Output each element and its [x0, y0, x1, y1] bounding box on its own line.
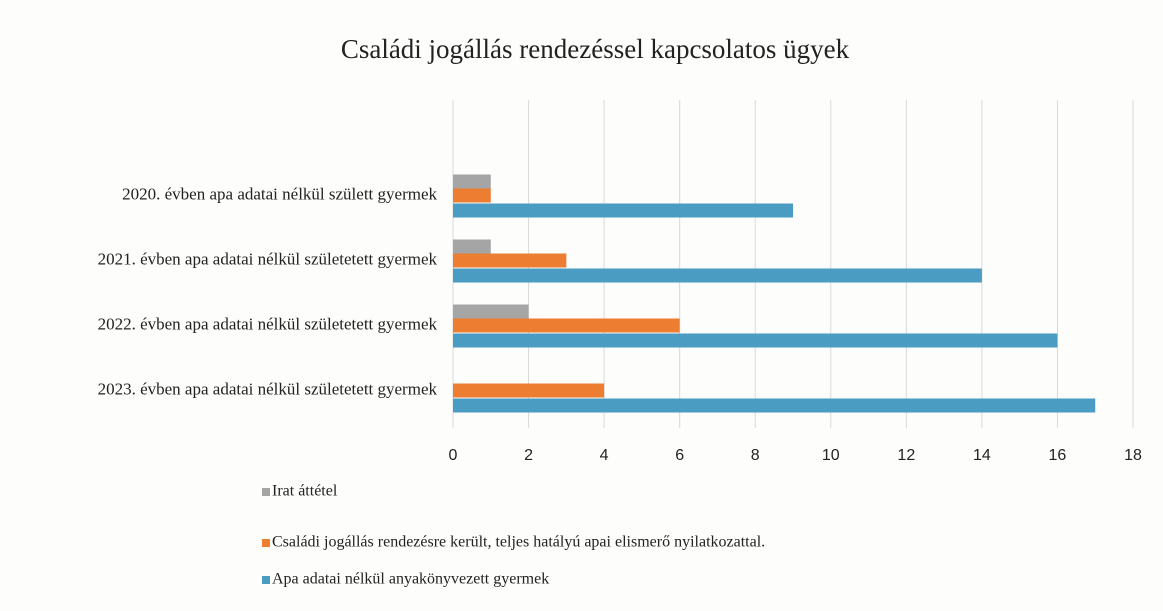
chart-title: Családi jogállás rendezéssel kapcsolatos…: [341, 34, 850, 64]
x-tick-label: 12: [897, 447, 915, 464]
x-tick-label: 14: [973, 447, 991, 464]
y-tick-label: 2022. évben apa adatai nélkül születetet…: [98, 314, 438, 333]
bar: [453, 253, 567, 268]
legend-label: Apa adatai nélkül anyakönyvezett gyermek: [272, 571, 549, 588]
x-tick-label: 6: [675, 447, 684, 464]
legend-swatch: [262, 539, 270, 547]
bar: [453, 203, 793, 218]
x-tick-label: 16: [1049, 447, 1067, 464]
bar: [453, 304, 529, 319]
x-tick-label: 4: [600, 447, 609, 464]
bar: [453, 318, 680, 333]
y-tick-label: 2021. évben apa adatai nélkül születetet…: [98, 249, 438, 268]
x-tick-label: 10: [822, 447, 840, 464]
legend-label: Családi jogállás rendezésre került, telj…: [272, 534, 765, 551]
bar: [453, 174, 491, 189]
y-tick-label: 2023. évben apa adatai nélkül születetet…: [98, 379, 438, 398]
x-tick-label: 0: [449, 447, 458, 464]
bar: [453, 188, 491, 203]
x-tick-label: 8: [751, 447, 760, 464]
bar: [453, 268, 982, 283]
legend-swatch: [262, 576, 270, 584]
bar: [453, 398, 1096, 413]
y-tick-label: 2020. évben apa adatai nélkül születt gy…: [122, 184, 437, 203]
legend-swatch: [262, 488, 270, 496]
x-tick-label: 18: [1124, 447, 1142, 464]
bar: [453, 333, 1058, 348]
bar: [453, 239, 491, 254]
bar: [453, 383, 605, 398]
legend-label: Irat áttétel: [272, 483, 338, 500]
x-tick-label: 2: [524, 447, 533, 464]
